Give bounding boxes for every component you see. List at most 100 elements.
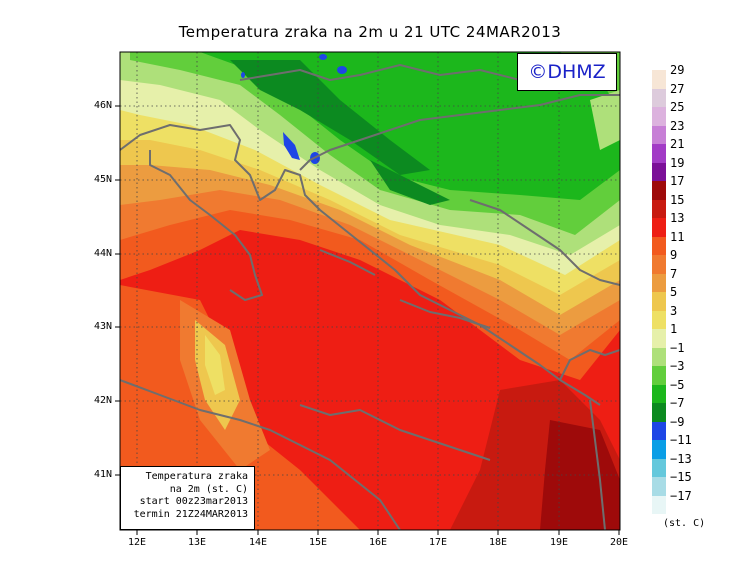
legend-swatch (652, 162, 666, 181)
temperature-field (120, 52, 620, 530)
lon-label-12e: 12E (128, 537, 147, 548)
graticule (120, 52, 620, 530)
legend-row: 21 (652, 137, 732, 163)
legend-swatch (652, 440, 666, 459)
legend-label: −13 (670, 451, 692, 466)
legend-row: −9 (652, 415, 732, 440)
legend-swatch (652, 236, 666, 255)
legend-row: −1 (652, 341, 732, 366)
legend-label: 5 (670, 285, 678, 299)
lat-label-43n: 43N (94, 321, 113, 332)
legend-swatch (652, 403, 666, 422)
legend-swatch (652, 347, 666, 366)
legend-swatch (652, 477, 666, 496)
lat-label-44n: 44N (94, 248, 113, 259)
lat-label-45n: 45N (94, 174, 113, 185)
legend-row: 29 (652, 63, 732, 89)
map-title: Temperatura zraka na 2m u 21 UTC 24MAR20… (178, 23, 562, 41)
lon-label-16e: 16E (369, 537, 388, 548)
lon-label-13e: 13E (188, 537, 207, 548)
legend-label: 27 (670, 81, 685, 96)
legend-swatch (652, 310, 666, 329)
legend-label: 3 (670, 303, 678, 318)
legend-label: 21 (670, 137, 685, 151)
legend-label: −3 (670, 359, 685, 373)
legend-unit: (st. C) (663, 518, 706, 529)
legend-label: −11 (670, 433, 692, 447)
info-line-4: termin 21Z24MAR2013 (133, 508, 248, 520)
info-line-2: na 2m (st. C) (169, 483, 248, 495)
legend-label: 23 (670, 118, 685, 133)
legend-swatch (652, 384, 666, 403)
legend-label: 9 (670, 248, 678, 262)
legend-swatch (652, 329, 666, 348)
legend-row: −5 (652, 378, 732, 403)
legend-row: 1 (652, 322, 732, 348)
legend-label: −5 (670, 377, 685, 392)
legend-label: 1 (670, 322, 678, 336)
legend-label: 17 (670, 174, 685, 188)
lon-label-19e: 19E (550, 537, 569, 548)
legend-swatch (652, 218, 666, 237)
info-line-3: start 00z23mar2013 (139, 496, 248, 507)
legend-row: 17 (652, 174, 732, 200)
legend-row: 7 (652, 267, 732, 292)
legend-label: −9 (670, 414, 685, 429)
legend-row: 25 (652, 100, 732, 126)
info-line-1: Temperatura zraka (145, 471, 248, 482)
map-frame (119, 51, 621, 531)
legend-row: −15 (652, 470, 732, 496)
legend-row: −3 (652, 359, 732, 385)
legend-label: −15 (670, 470, 692, 484)
lat-label-46n: 46N (94, 100, 113, 111)
legend-swatch (652, 125, 666, 144)
legend-row: 23 (652, 119, 732, 144)
legend-label: 11 (670, 229, 685, 244)
lat-label-42n: 42N (94, 395, 113, 406)
legend-swatch (652, 366, 666, 385)
legend-row: −17 (652, 489, 732, 514)
legend-swatch (652, 495, 666, 514)
legend-row: −13 (652, 452, 732, 477)
legend-row: 13 (652, 211, 732, 237)
legend-row: 27 (652, 82, 732, 107)
legend-swatch (652, 107, 666, 126)
legend-row: 9 (652, 248, 732, 274)
legend-label: 29 (670, 63, 685, 77)
lon-label-14e: 14E (249, 537, 268, 548)
legend-row: 5 (652, 285, 732, 311)
legend-swatch (652, 421, 666, 440)
legend-row: 15 (652, 193, 732, 218)
legend-label: −1 (670, 340, 685, 355)
lon-label-17e: 17E (429, 537, 448, 548)
legend-row: −11 (652, 433, 732, 459)
legend-swatch (652, 70, 666, 89)
legend-label: 13 (670, 211, 685, 225)
legend-swatch (652, 292, 666, 311)
legend-label: 19 (670, 155, 685, 170)
legend-row: −7 (652, 396, 732, 422)
legend-swatch (652, 458, 666, 477)
lon-label-20e: 20E (610, 537, 629, 548)
lat-label-41n: 41N (94, 469, 113, 480)
legend-row: 11 (652, 230, 732, 255)
dhmz-logo: ©DHMZ (517, 53, 617, 91)
legend-label: −17 (670, 488, 692, 503)
legend-row: 19 (652, 156, 732, 181)
lon-label-15e: 15E (309, 537, 328, 548)
legend-swatch (652, 273, 666, 292)
legend-swatch (652, 88, 666, 107)
legend-swatch (652, 199, 666, 218)
legend-label: 15 (670, 192, 685, 207)
legend-label: −7 (670, 396, 685, 410)
legend-swatch (652, 181, 666, 200)
legend-label: 7 (670, 266, 678, 281)
info-box: Temperatura zraka na 2m (st. C) start 00… (120, 466, 255, 530)
lon-label-18e: 18E (489, 537, 508, 548)
coastline (120, 64, 620, 530)
legend-label: 25 (670, 100, 685, 114)
legend-swatch (652, 255, 666, 274)
legend-row: 3 (652, 304, 732, 329)
legend-swatch (652, 144, 666, 163)
